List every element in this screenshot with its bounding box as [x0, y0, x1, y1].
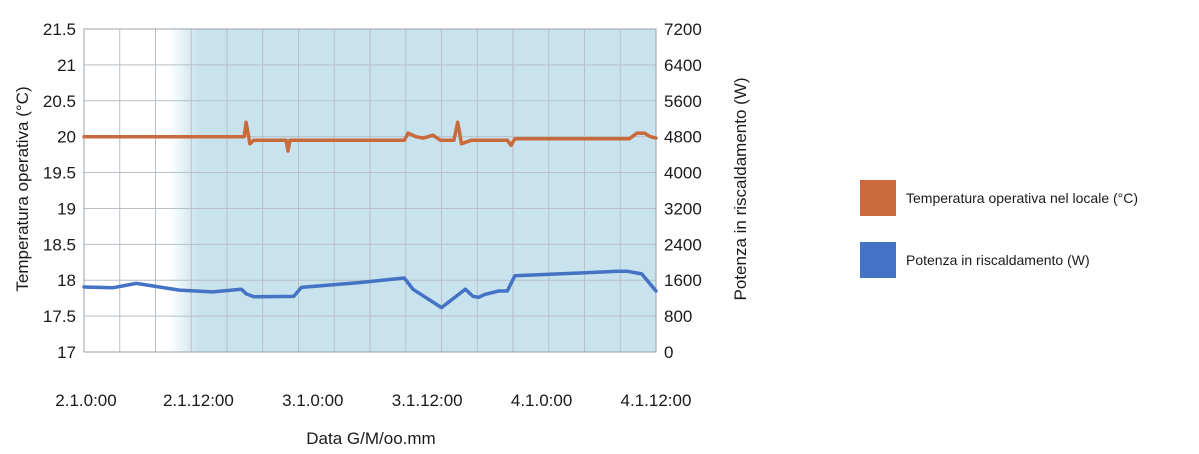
series-lines: [82, 120, 658, 310]
y-left-tick-label: 18: [57, 271, 76, 290]
gridlines: [83, 28, 657, 353]
x-tick-label: 4.1.0:00: [511, 391, 572, 410]
y-right-tick-label: 3200: [664, 199, 702, 218]
y-left-tick-label: 18.5: [43, 235, 76, 254]
y-left-tick-label: 19.5: [43, 164, 76, 183]
y-axis-left-label: Temperatura operativa (°C): [13, 86, 32, 291]
y-left-tick-label: 21: [57, 56, 76, 75]
legend-swatch-power: [860, 242, 896, 278]
legend: Temperatura operativa nel locale (°C) Po…: [860, 180, 1138, 304]
shade-region: [198, 29, 656, 352]
y-left-tick-label: 20.5: [43, 92, 76, 111]
y-right-tick-label: 800: [664, 307, 692, 326]
y-right-tick-label: 6400: [664, 56, 702, 75]
y-right-tick-label: 0: [664, 343, 673, 362]
y-right-tick-label: 4800: [664, 128, 702, 147]
y-left-tick-label: 21.5: [43, 20, 76, 39]
y-right-tick-label: 2400: [664, 235, 702, 254]
legend-swatch-temperature: [860, 180, 896, 216]
series-line-temperature: [82, 120, 658, 153]
shade-fade: [169, 29, 199, 352]
x-tick-label: 3.1.12:00: [392, 391, 463, 410]
x-tick-label: 3.1.0:00: [282, 391, 343, 410]
x-axis-label: Data G/M/oo.mm: [306, 429, 435, 448]
y-left-tick-label: 17.5: [43, 307, 76, 326]
plot-border: [83, 28, 657, 353]
y-axis-right-label: Potenza in riscaldamento (W): [731, 78, 750, 301]
legend-item-power: Potenza in riscaldamento (W): [860, 242, 1138, 278]
x-tick-label: 2.1.12:00: [163, 391, 234, 410]
tick-labels: 17 17.5 18 18.5 19 19.5 20 20.5 21 21.5 0 800 1600 24…: [43, 20, 702, 410]
x-tick-label: 4.1.12:00: [621, 391, 692, 410]
legend-item-temperature: Temperatura operativa nel locale (°C): [860, 180, 1138, 216]
legend-label-temperature: Temperatura operativa nel locale (°C): [906, 190, 1139, 206]
y-right-tick-label: 1600: [664, 271, 702, 290]
y-right-tick-label: 4000: [664, 164, 702, 183]
y-right-tick-label: 7200: [664, 20, 702, 39]
y-left-tick-label: 20: [57, 128, 76, 147]
legend-label-power: Potenza in riscaldamento (W): [906, 252, 1090, 268]
y-right-tick-label: 5600: [664, 92, 702, 111]
series-line-power: [82, 269, 658, 310]
x-tick-label: 2.1.0:00: [55, 391, 116, 410]
y-left-tick-label: 19: [57, 199, 76, 218]
y-left-tick-label: 17: [57, 343, 76, 362]
plot-background: [169, 29, 656, 352]
